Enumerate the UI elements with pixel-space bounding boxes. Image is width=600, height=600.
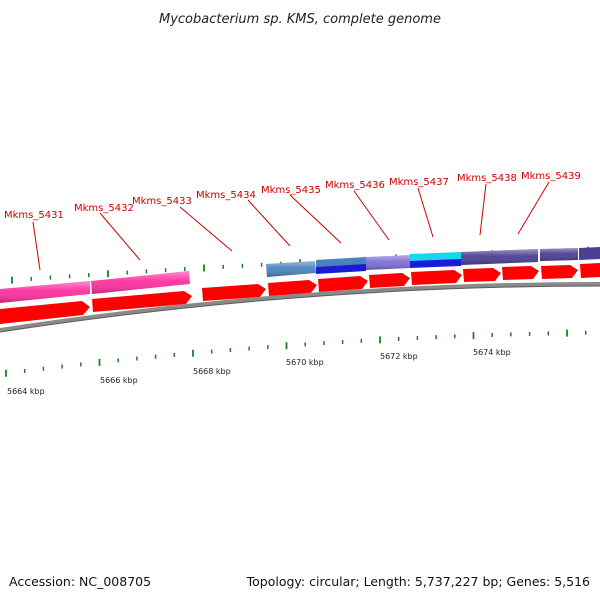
gene-label-mkms-5436[interactable]: Mkms_5436 — [325, 180, 385, 191]
label-leader-lines — [32, 181, 550, 271]
cds-arrow-9[interactable] — [502, 266, 539, 280]
map-title: Mycobacterium sp. KMS, complete genome — [159, 12, 441, 27]
gene-label-mkms-5439[interactable]: Mkms_5439 — [521, 171, 581, 182]
gene-label-mkms-5435[interactable]: Mkms_5435 — [261, 185, 321, 196]
cds-arrow-1[interactable] — [0, 301, 90, 324]
leader-line-5436 — [353, 190, 390, 241]
cds-arrow-2[interactable] — [92, 291, 192, 312]
cds-arrow-4[interactable] — [268, 280, 317, 296]
leader-line-5439 — [517, 181, 550, 235]
cds-arrow-7[interactable] — [411, 270, 462, 285]
leader-line-5433 — [179, 206, 233, 252]
genome-backbone-shade — [0, 285, 600, 333]
leader-line-5437 — [417, 187, 434, 238]
leader-line-5435 — [289, 194, 342, 244]
kbp-label-5670: 5670 kbp — [286, 358, 324, 367]
kbp-label-5664: 5664 kbp — [7, 387, 45, 396]
cds-arrow-6[interactable] — [369, 273, 410, 288]
cds-arrow-10[interactable] — [541, 265, 578, 279]
cds-arrow-5[interactable] — [318, 276, 368, 292]
inner-tick-marks — [5, 329, 587, 377]
feature-block-blue[interactable] — [316, 264, 366, 274]
leader-line-5434 — [247, 199, 291, 247]
leader-line-5431 — [32, 221, 41, 271]
cds-arrow-3[interactable] — [202, 284, 266, 301]
kbp-label-5672: 5672 kbp — [380, 352, 418, 361]
gene-label-mkms-5432[interactable]: Mkms_5432 — [74, 203, 134, 214]
feature-blocks-outer — [0, 247, 600, 303]
gene-labels: Mkms_5431 Mkms_5432 Mkms_5433 Mkms_5434 … — [4, 171, 581, 221]
cds-arrow-8[interactable] — [463, 268, 501, 282]
feature-block-gloss — [0, 248, 578, 303]
cds-arrow-11[interactable] — [580, 263, 600, 278]
feature-block-indigo-3[interactable] — [579, 247, 600, 260]
kbp-label-5666: 5666 kbp — [100, 376, 138, 385]
gene-label-mkms-5438[interactable]: Mkms_5438 — [457, 173, 517, 184]
kbp-label-5668: 5668 kbp — [193, 367, 231, 376]
gene-label-mkms-5433[interactable]: Mkms_5433 — [132, 196, 192, 207]
genome-summary-text: Topology: circular; Length: 5,737,227 bp… — [246, 574, 590, 589]
genome-backbone — [0, 282, 600, 332]
gene-label-mkms-5437[interactable]: Mkms_5437 — [389, 177, 449, 188]
gene-label-mkms-5431[interactable]: Mkms_5431 — [4, 210, 64, 221]
gene-label-mkms-5434[interactable]: Mkms_5434 — [196, 190, 256, 201]
leader-line-5438 — [479, 183, 487, 236]
feature-block-blue-2[interactable] — [410, 259, 461, 268]
kbp-labels: 5664 kbp 5666 kbp 5668 kbp 5670 kbp 5672… — [7, 348, 511, 396]
accession-text: Accession: NC_008705 — [9, 574, 152, 589]
leader-line-5432 — [99, 212, 141, 261]
cds-arrows — [0, 263, 600, 324]
kbp-label-5674: 5674 kbp — [473, 348, 511, 357]
